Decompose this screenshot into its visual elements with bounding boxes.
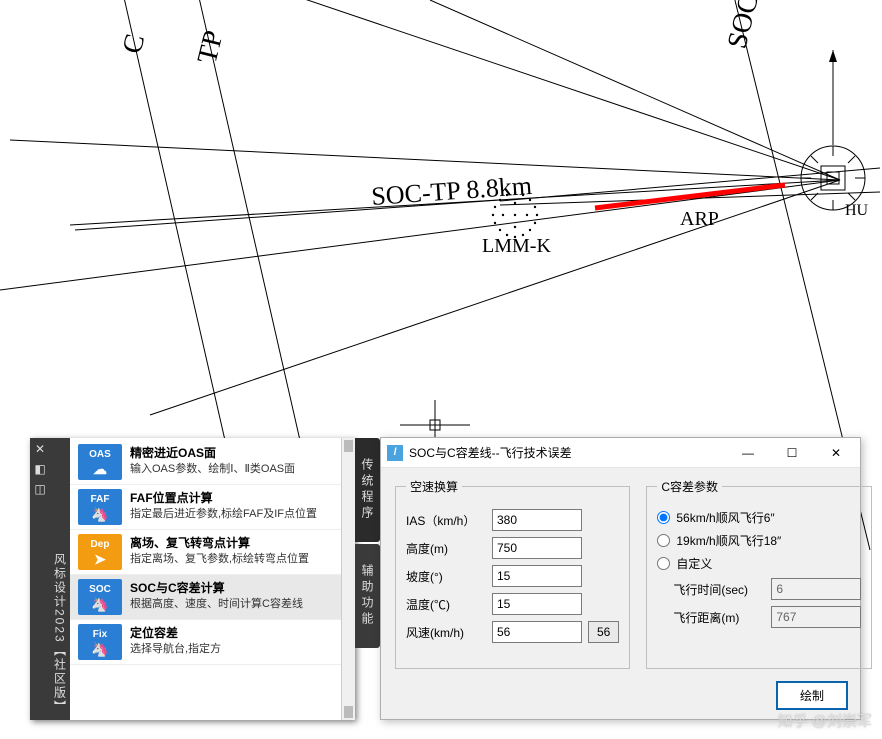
wind-label: 风速(km/h) <box>406 624 486 641</box>
palette-badge-text: SOC <box>89 584 111 595</box>
fly-dist-label: 飞行距离(m) <box>673 609 765 626</box>
palette-text: SOC与C容差计算根据高度、速度、时间计算C容差线 <box>130 579 333 615</box>
palette-side-tabs: 传统程序 辅助功能 <box>355 438 379 650</box>
palette-item-fix[interactable]: Fix 🦄 定位容差选择导航台,指定方 <box>70 620 341 665</box>
c-opt-19[interactable] <box>657 534 670 547</box>
ias-label: IAS（km/h） <box>406 512 486 529</box>
palette-control-rail: ✕ ◧ ◫ <box>30 438 50 720</box>
c-opt-56[interactable] <box>657 511 670 524</box>
slope-input[interactable] <box>492 565 582 587</box>
alt-label: 高度(m) <box>406 540 486 557</box>
palette-badge: Dep ➤ <box>78 534 122 570</box>
tool-palette: ✕ ◧ ◫ 风标设计2023【社区版】 OAS ☁ 精密进近OAS面输入OAS参数、… <box>30 438 355 720</box>
palette-badge: FAF 🦄 <box>78 489 122 525</box>
cad-label-arp: ARP <box>680 208 719 230</box>
palette-item-desc: 选择导航台,指定方 <box>130 643 333 656</box>
palette-badge: Fix 🦄 <box>78 624 122 660</box>
palette-item-soc[interactable]: SOC 🦄 SOC与C容差计算根据高度、速度、时间计算C容差线 <box>70 575 341 620</box>
dialog-title: SOC与C容差线--飞行技术误差 <box>409 444 726 461</box>
temp-label: 温度(℃) <box>406 596 486 613</box>
c-opt-56-label: 56km/h顺风飞行6″ <box>676 509 774 526</box>
wind-input[interactable] <box>492 621 582 643</box>
palette-badge-text: Dep <box>91 539 110 550</box>
c-opt-custom-label: 自定义 <box>676 555 712 572</box>
palette-list[interactable]: OAS ☁ 精密进近OAS面输入OAS参数、绘制Ⅰ、Ⅱ类OAS面 FAF 🦄 FAF位置点… <box>70 438 341 720</box>
palette-badge: OAS ☁ <box>78 444 122 480</box>
cad-label-hu: HU <box>845 202 869 219</box>
palette-badge-icon: 🦄 <box>91 597 108 611</box>
c-opt-19-label: 19km/h顺风飞行18″ <box>676 532 781 549</box>
fly-time-label: 飞行时间(sec) <box>673 581 765 598</box>
palette-menu-icon[interactable]: ◫ <box>34 482 45 496</box>
palette-badge-text: Fix <box>93 629 107 640</box>
group-airspeed: 空速换算 IAS（km/h） 高度(m) 坡度(°) 温度(℃) 风速(km/h… <box>395 478 630 669</box>
group-c-legend: C容差参数 <box>657 478 722 495</box>
palette-badge-text: FAF <box>91 494 110 505</box>
palette-item-faf[interactable]: FAF 🦄 FAF位置点计算指定最后进近参数,标绘FAF及IF点位置 <box>70 485 341 530</box>
group-airspeed-legend: 空速换算 <box>406 478 462 495</box>
palette-text: 离场、复飞转弯点计算指定离场、复飞参数,标绘转弯点位置 <box>130 534 333 570</box>
palette-item-title: 精密进近OAS面 <box>130 444 333 461</box>
palette-badge-icon: 🦄 <box>91 642 108 656</box>
draw-button[interactable]: 绘制 <box>776 681 848 710</box>
palette-text: 精密进近OAS面输入OAS参数、绘制Ⅰ、Ⅱ类OAS面 <box>130 444 333 480</box>
palette-item-desc: 指定离场、复飞参数,标绘转弯点位置 <box>130 553 333 566</box>
palette-item-title: 定位容差 <box>130 624 333 641</box>
palette-item-desc: 指定最后进近参数,标绘FAF及IF点位置 <box>130 508 333 521</box>
dialog-title-bar[interactable]: l SOC与C容差线--飞行技术误差 — ☐ ✕ <box>381 438 860 468</box>
palette-text: FAF位置点计算指定最后进近参数,标绘FAF及IF点位置 <box>130 489 333 525</box>
c-opt-custom[interactable] <box>657 557 670 570</box>
palette-item-title: 离场、复飞转弯点计算 <box>130 534 333 551</box>
temp-input[interactable] <box>492 593 582 615</box>
palette-badge-icon: ☁ <box>93 462 107 476</box>
palette-badge-icon: ➤ <box>94 552 106 566</box>
maximize-button[interactable]: ☐ <box>770 439 814 467</box>
palette-item-desc: 根据高度、速度、时间计算C容差线 <box>130 598 333 611</box>
side-tab-aux[interactable]: 辅助功能 <box>355 544 380 648</box>
palette-badge: SOC 🦄 <box>78 579 122 615</box>
palette-badge-icon: 🦄 <box>91 507 108 521</box>
app-icon: l <box>387 445 403 461</box>
slope-label: 坡度(°) <box>406 568 486 585</box>
ias-input[interactable] <box>492 509 582 531</box>
palette-item-title: SOC与C容差计算 <box>130 579 333 596</box>
side-tab-traditional[interactable]: 传统程序 <box>355 438 380 542</box>
alt-input[interactable] <box>492 537 582 559</box>
cad-label-lmm: LMM-K <box>482 235 551 257</box>
fly-time-input <box>771 578 861 600</box>
palette-text: 定位容差选择导航台,指定方 <box>130 624 333 660</box>
palette-scrollbar[interactable] <box>341 438 355 720</box>
palette-title-rail: 风标设计2023【社区版】 <box>50 438 70 720</box>
palette-title-text: 风标设计2023【社区版】 <box>52 553 69 714</box>
palette-item-desc: 输入OAS参数、绘制Ⅰ、Ⅱ类OAS面 <box>130 463 333 476</box>
minimize-button[interactable]: — <box>726 439 770 467</box>
cad-label-c: C <box>117 31 152 57</box>
palette-close-icon[interactable]: ✕ <box>35 442 45 456</box>
fly-dist-input <box>771 606 861 628</box>
palette-item-dep[interactable]: Dep ➤ 离场、复飞转弯点计算指定离场、复飞参数,标绘转弯点位置 <box>70 530 341 575</box>
palette-dock-icon[interactable]: ◧ <box>34 462 45 476</box>
close-button[interactable]: ✕ <box>814 439 858 467</box>
palette-item-oas[interactable]: OAS ☁ 精密进近OAS面输入OAS参数、绘制Ⅰ、Ⅱ类OAS面 <box>70 440 341 485</box>
palette-badge-text: OAS <box>89 449 111 460</box>
palette-item-title: FAF位置点计算 <box>130 489 333 506</box>
cad-label-soc: SOC <box>722 0 765 52</box>
cad-label-tp: TP <box>192 27 230 66</box>
wind-preset-button[interactable]: 56 <box>588 621 619 643</box>
soc-dialog: l SOC与C容差线--飞行技术误差 — ☐ ✕ 空速换算 IAS（km/h） … <box>380 437 861 720</box>
group-c-tolerance: C容差参数 56km/h顺风飞行6″ 19km/h顺风飞行18″ 自定义 飞行时… <box>646 478 872 669</box>
